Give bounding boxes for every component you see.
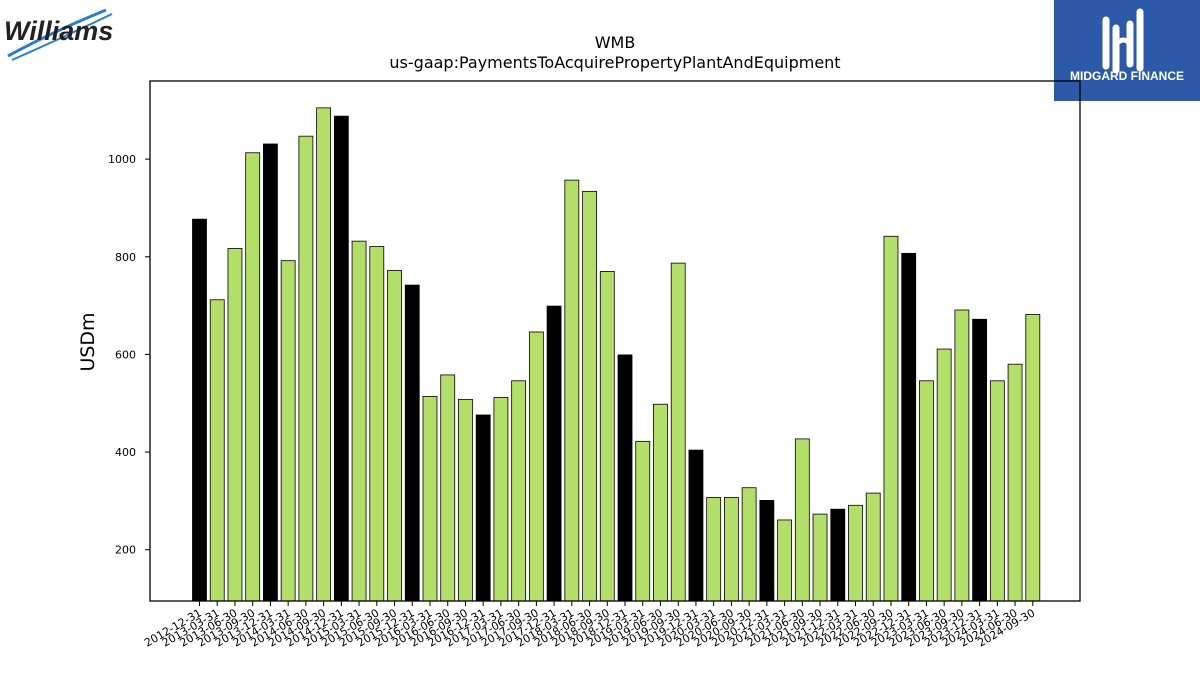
bar-2014-09-30: [316, 107, 332, 602]
midgard-finance-logo: MIDGARD FINANCE: [1054, 0, 1200, 101]
bar-2016-06-30: [440, 374, 456, 602]
bar-2023-03-31: [919, 380, 934, 602]
y-tick-label: 1000: [108, 153, 136, 166]
bar-2023-06-30: [936, 348, 952, 602]
bar-2022-03-31: [848, 504, 863, 602]
bar-2013-12-31: [263, 143, 278, 602]
bar-2021-12-31: [830, 508, 846, 602]
bar-2023-09-30: [954, 309, 970, 602]
plot-frame: [149, 80, 1081, 602]
bar-2018-09-30: [599, 271, 615, 602]
bar-2021-06-30: [794, 438, 810, 602]
bar-2018-03-31: [564, 179, 580, 602]
bar-2014-03-31: [280, 260, 296, 602]
y-axis-label: USDm: [77, 312, 99, 371]
chart-subtitle: us-gaap:PaymentsToAcquirePropertyPlantAn…: [389, 53, 840, 72]
y-tick-label: 800: [115, 251, 136, 264]
chart-title: WMB: [595, 33, 636, 52]
bar-2020-03-31: [706, 497, 722, 602]
bar-2024-09-30: [1025, 313, 1041, 602]
bar-2018-06-30: [582, 190, 597, 602]
bar-2017-12-31: [546, 305, 562, 602]
bar-2021-09-30: [812, 513, 828, 602]
bar-2019-03-31: [635, 440, 651, 602]
x-ticks: 2012-12-312013-03-312013-06-302013-09-30…: [142, 601, 1037, 650]
bar-2019-06-30: [653, 403, 668, 602]
bar-2022-06-30: [865, 492, 881, 602]
bar-2024-06-30: [1007, 363, 1023, 602]
bar-2017-09-30: [528, 331, 544, 602]
bar-2013-09-30: [245, 152, 261, 602]
bar-2015-03-31: [351, 240, 367, 602]
bar-2019-12-31: [688, 449, 704, 602]
bar-2015-09-30: [387, 270, 402, 602]
bar-2016-09-30: [458, 398, 473, 602]
bar-2023-12-31: [972, 318, 988, 602]
bar-2020-06-30: [724, 497, 739, 602]
bar-2014-06-30: [298, 135, 314, 602]
bar-2017-03-31: [493, 396, 509, 602]
bar-2012-12-31: [192, 218, 207, 602]
bar-2013-06-30: [227, 248, 243, 602]
bar-2020-09-30: [741, 487, 757, 602]
bar-2020-12-31: [759, 500, 775, 602]
bar-2017-06-30: [511, 380, 527, 602]
bar-2021-03-31: [777, 519, 792, 602]
bar-2022-09-30: [883, 235, 899, 602]
y-tick-label: 400: [115, 446, 136, 459]
y-tick-label: 600: [115, 348, 136, 361]
bar-2014-12-31: [333, 115, 349, 602]
y-tick-label: 200: [115, 544, 136, 557]
bar-2015-12-31: [404, 284, 420, 602]
bar-2016-12-31: [475, 414, 491, 602]
bars-group: [192, 107, 1041, 602]
midgard-logo-text: MIDGARD FINANCE: [1070, 69, 1184, 83]
bar-2016-03-31: [422, 396, 438, 602]
bar-2022-12-31: [901, 252, 917, 602]
bar-2019-09-30: [670, 262, 686, 602]
y-ticks: 200 400 600 800 1000: [108, 153, 150, 557]
bar-2018-12-31: [617, 354, 633, 602]
bar-2024-03-31: [989, 380, 1005, 602]
bar-2015-06-30: [369, 246, 385, 602]
bar-2013-03-31: [209, 299, 225, 602]
williams-logo-text: Williams: [4, 16, 113, 46]
williams-logo: Williams: [2, 2, 122, 66]
